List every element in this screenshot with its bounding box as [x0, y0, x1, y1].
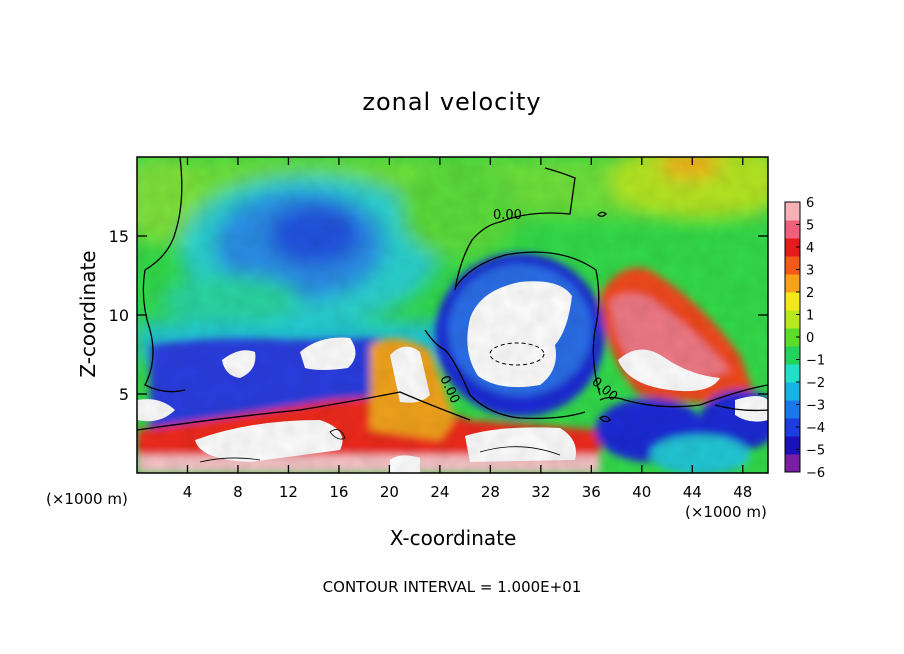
- colorbar-swatch: [785, 364, 800, 383]
- x-tick-label: 24: [430, 483, 449, 501]
- colorbar-swatch: [785, 310, 800, 329]
- colorbar-swatch: [785, 256, 800, 275]
- y-tick-label: 10: [109, 306, 129, 325]
- colorbar-tick-label: 0: [806, 331, 814, 346]
- x-axis-unit-right: (×1000 m): [685, 503, 767, 521]
- x-tick-label: 28: [481, 483, 500, 501]
- colorbar-tick-label: −4: [806, 421, 825, 436]
- x-axis: 4 8 12 16 20 24 28 32 36 40 44 48: [183, 157, 752, 501]
- zero-contours: [137, 157, 768, 431]
- x-tick-label: 8: [233, 483, 243, 501]
- x-tick-label: 36: [582, 483, 601, 501]
- colorbar-tick-label: −3: [806, 399, 825, 414]
- y-axis: 5 10 15: [109, 227, 768, 404]
- colorbar-swatch: [785, 400, 800, 419]
- contour-interval-note: CONTOUR INTERVAL = 1.000E+01: [322, 578, 582, 596]
- colorbar-swatch: [785, 454, 800, 473]
- x-axis-unit-left: (×1000 m): [46, 490, 128, 508]
- colorbar-tick-label: 5: [806, 219, 814, 234]
- x-tick-label: 32: [531, 483, 550, 501]
- colorbar-tick-label: 2: [806, 286, 814, 301]
- colorbar-swatch: [785, 418, 800, 437]
- x-tick-label: 16: [329, 483, 348, 501]
- colorbar-swatch: [785, 238, 800, 257]
- colorbar-swatch: [785, 292, 800, 311]
- colorbar-tick-label: −5: [806, 444, 825, 459]
- x-tick-label: 20: [380, 483, 399, 501]
- colorbar-swatch: [785, 328, 800, 347]
- x-tick-label: 4: [183, 483, 193, 501]
- colorbar-swatch: [785, 382, 800, 401]
- colorbar-swatch: [785, 274, 800, 293]
- colorbar-tick-label: −1: [806, 354, 825, 369]
- x-tick-label: 44: [683, 483, 702, 501]
- x-tick-label: 48: [733, 483, 752, 501]
- contour-label-top: 0.00: [493, 208, 522, 223]
- y-tick-label: 5: [119, 385, 129, 404]
- x-tick-label: 40: [632, 483, 651, 501]
- y-tick-label: 15: [109, 227, 129, 246]
- colorbar-swatch: [785, 202, 800, 221]
- colorbar-tick-label: 4: [806, 241, 814, 256]
- colorbar: 6 5 4 3 2 1 0 −1 −2 −3 −4 −5 −6: [784, 196, 825, 481]
- colorbar-tick-label: 6: [806, 196, 814, 211]
- velocity-field: [137, 157, 768, 473]
- colorbar-swatch: [785, 346, 800, 365]
- colorbar-tick-label: 3: [806, 264, 814, 279]
- colorbar-swatch: [785, 220, 800, 239]
- colorbar-tick-label: 1: [806, 309, 814, 324]
- x-tick-label: 12: [279, 483, 298, 501]
- x-axis-label: X-coordinate: [389, 526, 517, 550]
- chart-title: zonal velocity: [362, 88, 542, 116]
- colorbar-tick-label: −2: [806, 376, 825, 391]
- colorbar-tick-label: −6: [806, 466, 825, 481]
- colorbar-swatch: [785, 436, 800, 455]
- negative-contour: [489, 342, 545, 366]
